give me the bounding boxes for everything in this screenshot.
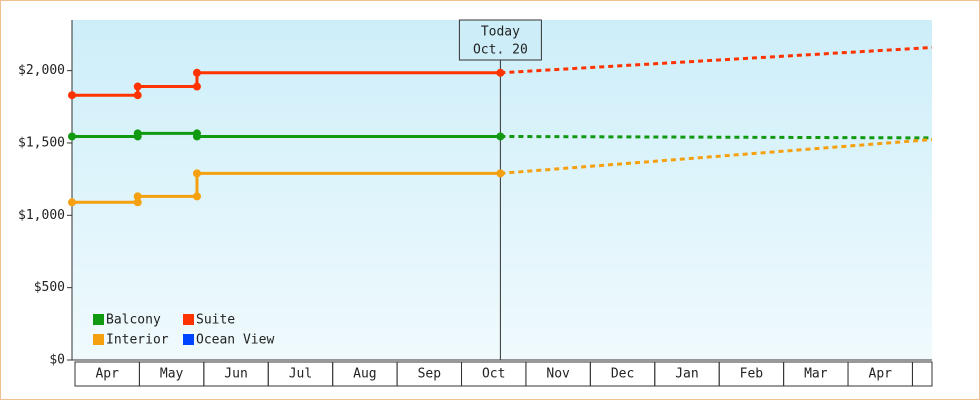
x-cell (911, 361, 933, 387)
today-box (458, 19, 542, 61)
x-tick-label: Mar (804, 367, 828, 382)
legend-swatch (93, 334, 104, 345)
projection-line (500, 45, 933, 75)
x-tick-label: Aug (353, 367, 376, 382)
point (496, 169, 505, 178)
plot-area (72, 20, 932, 360)
x-tick-label: Apr (95, 367, 119, 382)
point (133, 129, 142, 138)
point (192, 169, 201, 178)
today-label: Today (481, 25, 520, 40)
legend-swatch (183, 314, 194, 325)
x-tick-label: Sep (418, 367, 442, 382)
point (68, 198, 76, 207)
point (192, 82, 201, 91)
point (192, 68, 201, 77)
point (192, 192, 201, 201)
point (133, 198, 142, 207)
x-tick-label: Jan (675, 367, 698, 382)
today-label: Oct. 20 (473, 43, 528, 58)
y-tick-label: $0 (49, 353, 65, 368)
legend-label: Balcony (106, 313, 161, 328)
x-tick-label: Jul (289, 367, 312, 382)
x-tick-label: Apr (869, 367, 893, 382)
legend-label: Interior (106, 333, 169, 348)
y-tick-label: $1,500 (18, 135, 65, 150)
point (133, 91, 142, 100)
y-tick-label: $500 (34, 280, 65, 295)
legend-swatch (183, 334, 194, 345)
point (496, 132, 505, 141)
series-line (72, 71, 501, 97)
legend-swatch (93, 314, 104, 325)
y-tick-label: $2,000 (18, 63, 65, 78)
legend-label: Suite (196, 313, 235, 328)
x-tick-label: Jun (224, 367, 247, 382)
point (133, 82, 142, 91)
series-line (72, 131, 501, 138)
x-tick-label: Feb (740, 367, 764, 382)
projection-line (500, 138, 933, 175)
point (68, 91, 76, 100)
point (68, 132, 76, 141)
point (133, 192, 142, 201)
point (192, 132, 201, 141)
point (496, 68, 505, 77)
x-tick-label: Nov (546, 367, 570, 382)
x-tick-label: May (160, 367, 184, 382)
series-line (72, 171, 501, 204)
x-tick-label: Dec (611, 367, 634, 382)
y-tick-label: $1,000 (18, 208, 65, 223)
legend-label: Ocean View (196, 333, 274, 348)
x-tick-label: Oct (482, 367, 505, 382)
